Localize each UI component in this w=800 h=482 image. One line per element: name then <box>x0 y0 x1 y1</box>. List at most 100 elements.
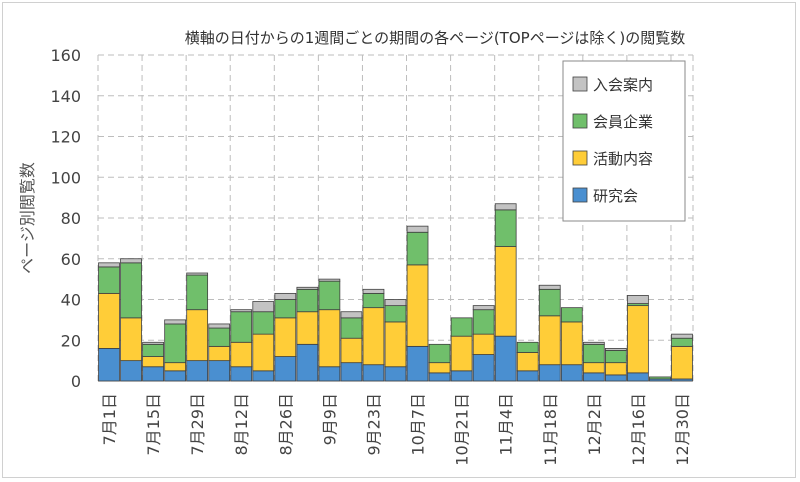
legend-swatch <box>572 113 588 129</box>
bar-segment <box>164 319 186 325</box>
bar-segment <box>296 343 319 382</box>
bar-segment <box>450 370 473 382</box>
legend-swatch <box>572 76 588 92</box>
bar-segment <box>605 374 627 382</box>
bar-segment <box>538 284 561 290</box>
y-tick-label: 160 <box>50 46 81 65</box>
x-tick-label: 12月2日 <box>585 393 604 456</box>
bar-segment <box>406 231 429 266</box>
bar-segment <box>252 333 275 372</box>
bar-segment <box>428 343 451 364</box>
bar-segment <box>362 307 385 366</box>
bar-segment <box>384 321 407 368</box>
bar-segment <box>450 317 473 337</box>
bar-segment <box>186 360 209 382</box>
bar-segment <box>582 343 605 364</box>
bar-segment <box>516 370 539 382</box>
y-axis-label: ページ別閲覧数 <box>18 162 37 274</box>
bar-segment <box>98 292 120 349</box>
bar-segment <box>406 345 429 382</box>
bar-segment <box>318 280 341 311</box>
y-tick-label: 40 <box>61 291 81 310</box>
bar-segment <box>362 364 385 382</box>
legend-label: 研究会 <box>593 187 638 205</box>
bar-segment <box>186 272 209 276</box>
bar-segment <box>274 356 297 382</box>
bar-segment <box>98 266 120 294</box>
x-tick-labels: 7月1日 7月15日 7月29日 8月12日 8月26日 9月9日 9月23日 10月7日 10… <box>100 393 692 466</box>
bar-segment <box>340 362 363 382</box>
x-tick-label: 7月15日 <box>144 393 163 456</box>
bar-segment <box>296 286 319 290</box>
x-tick-label: 9月9日 <box>320 393 339 445</box>
bar-segment <box>98 347 120 382</box>
bar-segment <box>120 258 142 264</box>
bar-segment <box>164 370 186 382</box>
bar-segment <box>605 362 627 376</box>
bar-segment <box>384 299 407 307</box>
bar-segment <box>230 309 253 313</box>
bar-segment <box>274 299 297 319</box>
bar-segment <box>560 307 583 323</box>
bar-segment <box>296 288 319 313</box>
bar-segment <box>472 309 495 335</box>
legend-label: 会員企業 <box>593 113 653 131</box>
bar-segment <box>142 341 164 345</box>
bar-segment <box>384 366 407 382</box>
bar-segment <box>671 337 693 347</box>
bar-segment <box>186 274 209 311</box>
bar-segment <box>120 360 142 382</box>
bar-segment <box>296 311 319 345</box>
y-tick-label: 60 <box>61 250 81 269</box>
bars <box>98 203 693 382</box>
bar-segment <box>318 278 341 282</box>
bar-segment <box>516 352 539 372</box>
bar-segment <box>450 335 473 372</box>
bar-segment <box>649 376 671 380</box>
bar-segment <box>538 364 561 382</box>
bar-segment <box>406 264 429 347</box>
x-tick-label: 12月16日 <box>629 393 648 466</box>
x-tick-label: 7月1日 <box>100 393 119 445</box>
x-tick-label: 7月29日 <box>188 393 207 456</box>
bar-segment <box>142 366 164 382</box>
bar-segment <box>120 317 142 362</box>
x-tick-label: 11月4日 <box>497 393 516 456</box>
bar-segment <box>252 311 275 335</box>
bar-segment <box>627 305 649 374</box>
bar-segment <box>120 262 142 319</box>
bar-segment <box>142 343 164 357</box>
bar-segment <box>318 309 341 368</box>
bar-segment <box>274 317 297 357</box>
bar-segment <box>186 309 209 362</box>
bar-segment <box>560 364 583 382</box>
bar-segment <box>164 323 186 364</box>
bar-segment <box>252 370 275 382</box>
legend-label: 入会案内 <box>593 76 653 94</box>
bar-segment <box>516 341 539 353</box>
bar-segment <box>208 360 231 382</box>
bar-segment <box>494 335 517 382</box>
stacked-bar-chart: 横軸の日付からの1週間ごとの期間の各ページ(TOPページは除く)の閲覧数 ページ… <box>18 29 694 466</box>
x-tick-label: 9月23日 <box>364 393 383 456</box>
bar-segment <box>472 333 495 355</box>
y-tick-label: 120 <box>50 128 81 147</box>
bar-segment <box>428 372 451 382</box>
bar-segment <box>208 323 231 329</box>
bar-segment <box>142 356 164 368</box>
legend-swatch <box>572 187 588 203</box>
bar-segment <box>318 366 341 382</box>
bar-segment <box>230 311 253 343</box>
bar-segment <box>362 292 385 309</box>
bar-segment <box>208 345 231 362</box>
y-tick-label: 100 <box>50 168 81 187</box>
legend-swatch <box>572 150 588 166</box>
x-tick-label: 10月7日 <box>409 393 428 456</box>
legend-label: 活動内容 <box>593 150 653 168</box>
bar-segment <box>340 317 363 339</box>
y-tick-label: 20 <box>61 331 81 350</box>
x-tick-label: 11月18日 <box>541 393 560 466</box>
x-tick-label: 8月26日 <box>276 393 295 456</box>
